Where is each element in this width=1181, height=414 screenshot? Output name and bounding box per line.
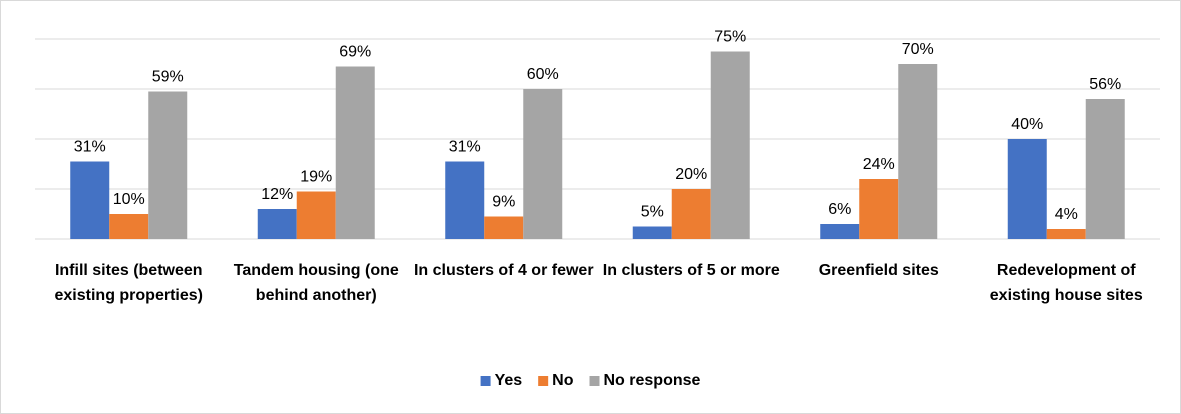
bar (109, 214, 149, 239)
bar (1046, 229, 1086, 239)
bar (859, 179, 899, 239)
bar (335, 66, 375, 239)
data-label: 6% (828, 201, 851, 218)
bar (1007, 139, 1047, 239)
legend-swatch (480, 376, 491, 386)
data-label: 20% (675, 166, 707, 183)
data-label: 12% (261, 186, 293, 203)
x-tick-label: Redevelopment of existing house sites (989, 262, 1143, 304)
bar (484, 216, 524, 239)
legend-label: No response (604, 372, 701, 389)
x-tick-label: Tandem housing (one behind another) (233, 262, 399, 304)
data-label: 24% (863, 156, 895, 173)
data-label: 19% (300, 169, 332, 186)
bar (632, 226, 672, 239)
data-label: 31% (74, 139, 106, 156)
legend-label: Yes (495, 372, 523, 389)
data-label: 69% (339, 44, 371, 61)
bar (296, 191, 336, 239)
x-tick-label: Infill sites (between existing propertie… (54, 262, 203, 304)
data-label: 59% (152, 69, 184, 86)
bar (523, 89, 563, 239)
bar (445, 161, 485, 239)
bar (710, 51, 750, 239)
data-label: 40% (1011, 116, 1043, 133)
data-label: 5% (641, 204, 664, 221)
data-label: 60% (527, 66, 559, 83)
x-tick-label: In clusters of 4 or fewer (413, 262, 594, 279)
bar (820, 224, 860, 239)
data-label: 75% (714, 29, 746, 46)
bar (70, 161, 110, 239)
bar (898, 64, 938, 239)
x-tick-label: Greenfield sites (818, 262, 939, 279)
data-label: 9% (492, 194, 515, 211)
bar (671, 189, 711, 239)
legend-swatch (538, 376, 549, 386)
data-label: 4% (1055, 206, 1078, 223)
bar (1085, 99, 1125, 239)
data-label: 31% (449, 139, 481, 156)
data-label: 10% (113, 191, 145, 208)
bar (148, 91, 188, 239)
legend-swatch (589, 376, 600, 386)
bar (257, 209, 297, 239)
x-tick-label: In clusters of 5 or more (602, 262, 780, 279)
data-label: 56% (1089, 76, 1121, 93)
data-label: 70% (902, 41, 934, 58)
legend-label: No (552, 372, 574, 389)
